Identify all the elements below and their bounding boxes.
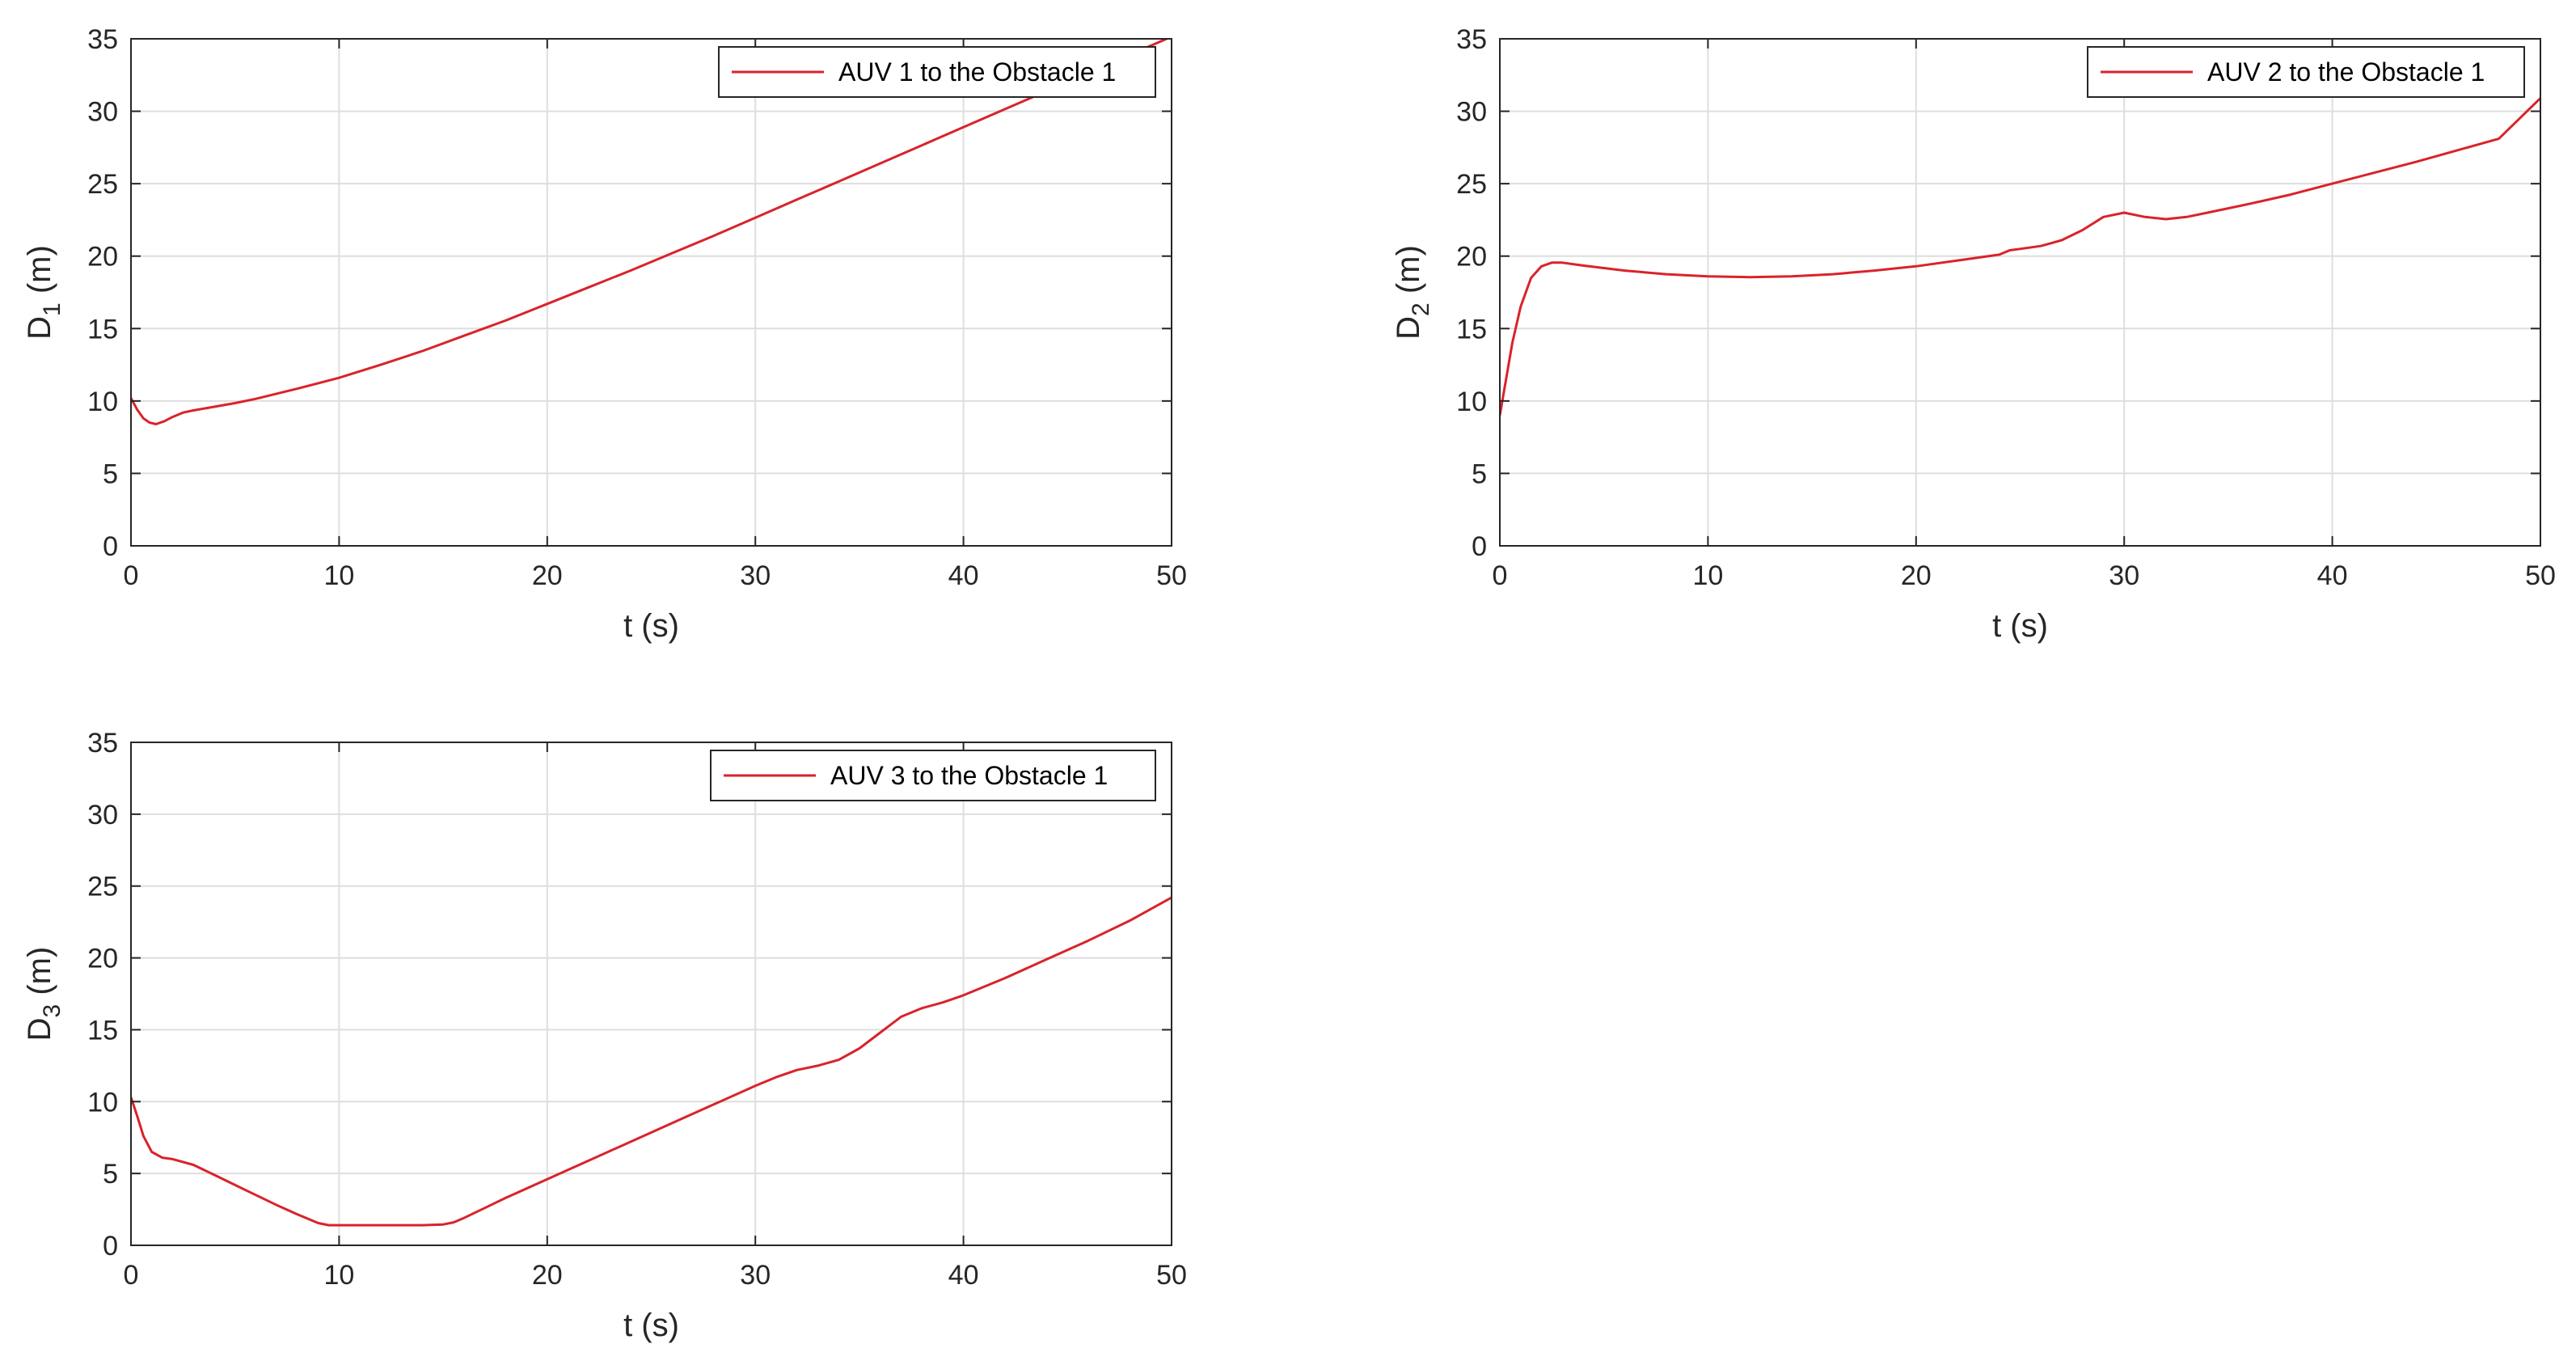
x-tick-label: 10 [323, 1260, 354, 1291]
y-tick-label: 5 [1472, 459, 1487, 489]
subplot-1: 0 10 20 30 40 50 0 5 10 15 20 25 30 35 t (s) D1 (m) A… [22, 24, 1187, 644]
series-line [131, 896, 1172, 1227]
x-tick-label: 40 [948, 560, 979, 591]
y-tick-label: 5 [103, 1159, 118, 1190]
y-tick-label: 15 [87, 314, 118, 344]
grid [131, 39, 1172, 546]
y-tick-label: 30 [87, 97, 118, 128]
x-tick-label: 50 [1156, 560, 1187, 591]
y-tick-label: 0 [103, 1231, 118, 1261]
y-tick-label: 15 [1456, 314, 1487, 344]
series-layer [1500, 97, 2540, 416]
y-tick-label: 0 [1472, 531, 1487, 562]
tick-layer: 0 10 20 30 40 50 0 5 10 15 20 25 30 35 [1456, 24, 2556, 591]
y-tick-label: 25 [87, 872, 118, 902]
x-tick-label: 30 [740, 560, 771, 591]
axes-box [130, 742, 1172, 1246]
y-axis-label-main: D [1391, 316, 1426, 340]
y-axis-label-subscript: 1 [39, 302, 65, 316]
plot-area [131, 39, 1172, 546]
y-axis-label: D1 (m) [22, 245, 65, 340]
y-tick-label: 0 [103, 531, 118, 562]
x-tick-label: 40 [948, 1260, 979, 1291]
x-tick-label: 0 [1493, 560, 1508, 591]
legend-entry-label: AUV 1 to the Obstacle 1 [838, 57, 1116, 87]
x-tick-label: 0 [124, 560, 139, 591]
subplot-2: 0 10 20 30 40 50 0 5 10 15 20 25 30 35 t (s) D2 (m) A… [1391, 24, 2556, 644]
y-axis-label-subscript: 2 [1408, 302, 1434, 316]
y-tick-label: 35 [1456, 24, 1487, 55]
x-axis-label: t (s) [1992, 608, 2048, 644]
series-line [1500, 97, 2540, 416]
plot-area [131, 742, 1172, 1245]
y-axis-label-unit: (m) [22, 245, 57, 302]
y-axis-label-main: D [22, 1017, 57, 1041]
x-tick-label: 30 [2109, 560, 2139, 591]
y-tick-label: 25 [1456, 169, 1487, 200]
y-tick-label: 20 [1456, 242, 1487, 273]
grid [131, 742, 1172, 1245]
y-tick-label: 20 [87, 242, 118, 273]
series-layer [131, 39, 1170, 425]
tick-layer: 0 10 20 30 40 50 0 5 10 15 20 25 30 35 [87, 24, 1187, 591]
y-tick-label: 35 [87, 728, 118, 759]
y-tick-label: 10 [87, 387, 118, 417]
legend: AUV 3 to the Obstacle 1 [710, 750, 1156, 801]
y-tick-label: 5 [103, 459, 118, 489]
y-axis-label-unit: (m) [1391, 245, 1426, 302]
series-layer [131, 896, 1172, 1227]
legend-entry-label: AUV 2 to the Obstacle 1 [2207, 57, 2485, 87]
x-tick-label: 0 [124, 1260, 139, 1291]
y-tick-label: 15 [87, 1015, 118, 1046]
y-tick-label: 25 [87, 169, 118, 200]
x-tick-label: 20 [532, 1260, 563, 1291]
y-tick-label: 30 [87, 800, 118, 830]
x-tick-label: 50 [1156, 1260, 1187, 1291]
x-tick-label: 30 [740, 1260, 771, 1291]
tick-layer: 0 10 20 30 40 50 0 5 10 15 20 25 30 35 [87, 728, 1187, 1291]
y-tick-label: 10 [1456, 387, 1487, 417]
y-axis-label: D2 (m) [1391, 245, 1434, 340]
x-tick-label: 10 [323, 560, 354, 591]
y-axis-label-subscript: 3 [39, 1004, 65, 1018]
y-axis-label-main: D [22, 316, 57, 340]
x-tick-label: 10 [1692, 560, 1723, 591]
y-tick-label: 35 [87, 24, 118, 55]
y-axis-label: D3 (m) [22, 947, 65, 1042]
subplot-3: 0 10 20 30 40 50 0 5 10 15 20 25 30 35 t (s) D3 (m) A… [22, 728, 1187, 1343]
legend: AUV 2 to the Obstacle 1 [2087, 46, 2525, 98]
x-axis-label: t (s) [623, 1308, 679, 1343]
x-tick-label: 40 [2317, 560, 2348, 591]
x-tick-label: 20 [532, 560, 563, 591]
y-axis-label-unit: (m) [22, 947, 57, 1004]
series-line [131, 39, 1170, 425]
legend-entry-label: AUV 3 to the Obstacle 1 [830, 761, 1108, 790]
legend: AUV 1 to the Obstacle 1 [718, 46, 1156, 98]
x-tick-label: 20 [1901, 560, 1932, 591]
x-tick-label: 50 [2525, 560, 2556, 591]
y-tick-label: 10 [87, 1087, 118, 1118]
y-tick-label: 20 [87, 944, 118, 974]
y-tick-label: 30 [1456, 97, 1487, 128]
axes-box [130, 38, 1172, 547]
grid [1500, 39, 2540, 546]
x-axis-label: t (s) [623, 608, 679, 644]
axes-box [1499, 38, 2541, 547]
plot-area [1500, 39, 2540, 546]
